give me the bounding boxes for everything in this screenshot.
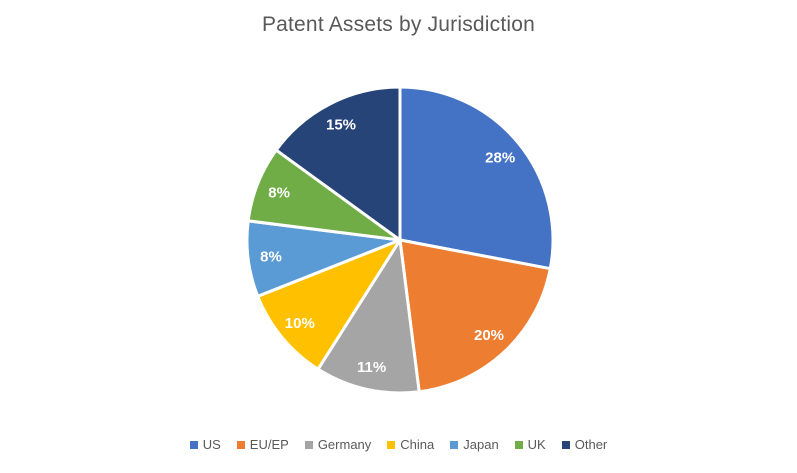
legend-marker-germany [304, 440, 313, 449]
legend-item-uk: UK [514, 437, 546, 452]
legend-marker-china [387, 440, 396, 449]
legend-label-uk: UK [527, 437, 546, 452]
pie-slice-us [398, 85, 555, 271]
legend-marker-us [189, 440, 198, 449]
legend-item-eu-ep: EU/EP [236, 437, 289, 452]
legend-item-japan: Japan [450, 437, 499, 452]
pie-slice-china [256, 238, 402, 371]
legend-marker-uk [514, 440, 523, 449]
legend-item-us: US [189, 437, 221, 452]
legend-item-germany: Germany [304, 437, 372, 452]
legend-label-japan: Japan [463, 437, 499, 452]
legend-label-us: US [202, 437, 221, 452]
pie-chart: 28% 20% 11% 10% 8% 8% 15% [245, 85, 555, 395]
legend-label-other: Other [574, 437, 608, 452]
pie-slice-label-japan: 8% [260, 249, 282, 266]
legend-item-china: China [387, 437, 434, 452]
pie-slice-label-other: 15% [326, 116, 356, 133]
legend-marker-japan [450, 440, 459, 449]
pie-slice-label-eu-ep: 20% [474, 327, 504, 344]
pie-slice-label-china: 10% [285, 315, 315, 332]
legend-label-germany: Germany [317, 437, 372, 452]
legend-label-china: China [400, 437, 435, 452]
legend-marker-other [561, 440, 570, 449]
pie-slice-germany [316, 238, 421, 395]
legend-label-eu-ep: EU/EP [249, 437, 289, 452]
legend-marker-eu-ep [236, 440, 245, 449]
chart-title: Patent Assets by Jurisdiction [261, 13, 536, 36]
pie-slice-eu-ep [398, 238, 552, 394]
pie-slice-other [274, 85, 402, 242]
pie-slice-label-germany: 11% [357, 359, 386, 376]
pie-slice-label-us: 28% [485, 149, 515, 166]
legend-item-other: Other [561, 437, 608, 452]
pie-slice-label-uk: 8% [268, 184, 290, 201]
legend: US EU/EP Germany China Japan UK Other [0, 437, 797, 452]
